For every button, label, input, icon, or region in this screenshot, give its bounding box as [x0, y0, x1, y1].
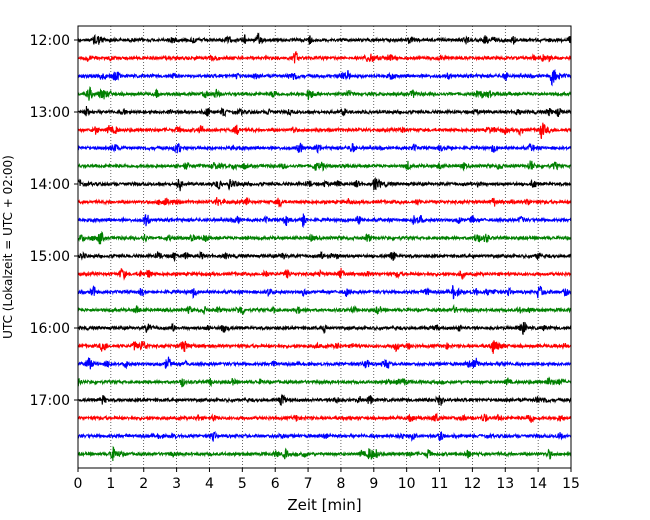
y-axis: 12:00 13:00 14:00 15:00 16:00 17:00	[30, 33, 78, 409]
y-axis-title: UTC (Lokalzeit = UTC + 02:00)	[1, 155, 15, 339]
seismic-traces	[77, 32, 572, 461]
x-tick-label: 7	[304, 476, 313, 492]
y-tick-label: 13:00	[30, 105, 70, 121]
trace-1245	[77, 86, 572, 101]
trace-1445	[77, 230, 572, 245]
y-tick-label: 16:00	[30, 321, 70, 337]
x-tick-label: 6	[271, 476, 280, 492]
trace-1515	[77, 267, 572, 281]
y-tick-label: 15:00	[30, 249, 70, 265]
x-tick-label: 1	[106, 476, 115, 492]
y-tick-label: 17:00	[30, 393, 70, 409]
x-tick-label: 12	[463, 476, 481, 492]
trace-1415	[77, 197, 572, 208]
x-tick-label: 14	[529, 476, 547, 492]
trace-1215	[77, 50, 572, 64]
trace-1315	[77, 122, 572, 140]
trace-1300	[77, 106, 572, 118]
x-tick-label: 5	[238, 476, 247, 492]
x-axis: 0 1 2 3 4 5 6 7 8 9 10 11 12 13 14 15	[74, 468, 580, 492]
trace-1500	[77, 250, 572, 263]
y-tick-label: 14:00	[30, 177, 70, 193]
trace-1200	[77, 32, 572, 45]
x-tick-label: 10	[398, 476, 416, 492]
trace-1745	[77, 445, 572, 461]
trace-1530	[77, 285, 572, 300]
x-tick-label: 15	[562, 476, 580, 492]
x-tick-label: 13	[496, 476, 514, 492]
y-tick-label: 12:00	[30, 33, 70, 49]
trace-1230	[77, 68, 572, 87]
x-tick-label: 9	[369, 476, 378, 492]
trace-1645	[77, 376, 572, 388]
trace-1715	[77, 412, 572, 423]
trace-1700	[77, 393, 572, 406]
plot-frame	[77, 25, 572, 469]
x-tick-label: 3	[172, 476, 181, 492]
trace-1730	[77, 430, 572, 442]
x-tick-label: 11	[431, 476, 449, 492]
x-axis-title: Zeit [min]	[287, 496, 361, 514]
trace-1430	[77, 213, 572, 229]
x-tick-label: 0	[74, 476, 83, 492]
x-tick-label: 4	[205, 476, 214, 492]
trace-1630	[77, 356, 572, 370]
trace-1400	[77, 177, 572, 192]
trace-1600	[77, 321, 572, 335]
trace-1330	[77, 142, 572, 154]
x-tick-label: 2	[139, 476, 148, 492]
trace-1345	[77, 160, 572, 172]
trace-1545	[77, 303, 572, 316]
trace-1615	[77, 340, 572, 354]
x-tick-label: 8	[336, 476, 345, 492]
